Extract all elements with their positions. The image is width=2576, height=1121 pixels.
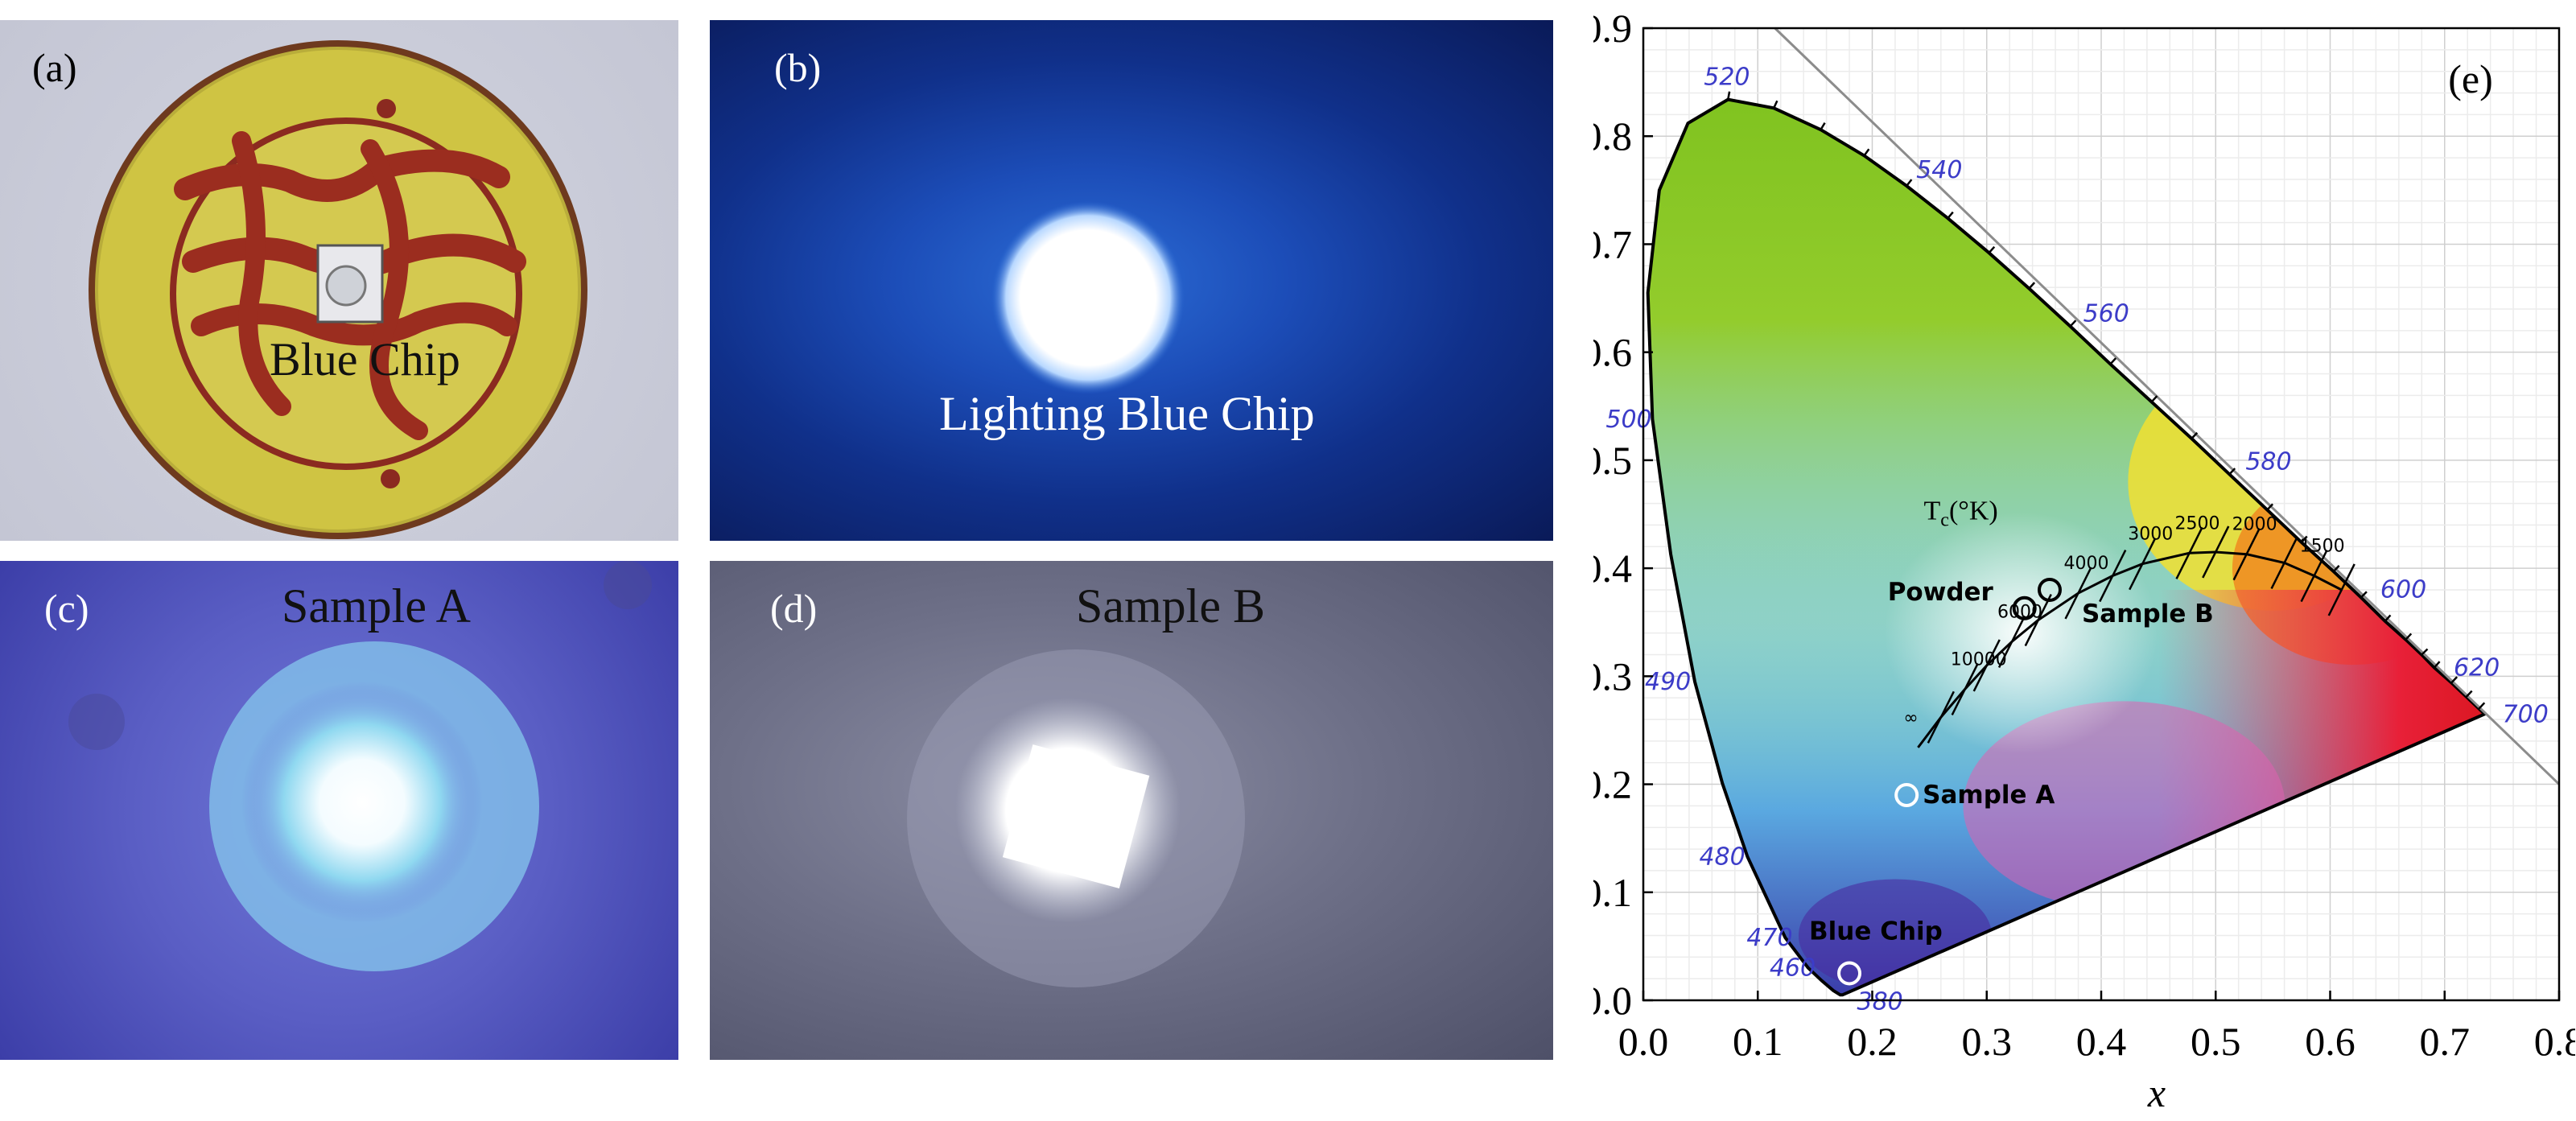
wavelength-label: 490 xyxy=(1645,668,1691,696)
panel-d-label: (d) xyxy=(770,586,818,631)
y-tick-label: 0.0 xyxy=(1593,978,1632,1023)
wavelength-label: 500 xyxy=(1605,406,1651,434)
data-point xyxy=(2012,596,2037,620)
wavelength-label: 470 xyxy=(1746,924,1792,952)
data-point xyxy=(1894,782,1919,807)
isotemp-line xyxy=(2232,528,2261,581)
wavelength-label: 540 xyxy=(1916,156,1962,184)
cct-axis-label: Tc(°K) xyxy=(1924,497,1998,531)
cct-label: 2000 xyxy=(2232,515,2277,535)
cct-label: 1500 xyxy=(2300,537,2345,557)
wavelength-label: 460 xyxy=(1770,954,1816,983)
wavelength-label: 600 xyxy=(2380,575,2426,604)
isotemp-line xyxy=(2175,526,2203,579)
university-seal-image xyxy=(89,40,587,539)
lit-chip-glow xyxy=(991,201,1185,394)
panel-a-label: (a) xyxy=(32,45,77,90)
isotemp-line xyxy=(2099,549,2127,603)
x-axis-label: x xyxy=(2147,1070,2166,1115)
x-tick-label: 0.6 xyxy=(2305,1019,2355,1064)
isotemp-line xyxy=(1927,690,1955,744)
wavelength-label: 480 xyxy=(1699,843,1745,871)
wavelength-label: 580 xyxy=(2245,447,2291,476)
cct-label: ∞ xyxy=(1903,708,1918,728)
isotemp-line xyxy=(2202,525,2230,579)
data-point xyxy=(1837,961,1862,986)
x-tick-label: 0.8 xyxy=(2534,1019,2575,1064)
x-tick-label: 0.3 xyxy=(1962,1019,2013,1064)
y-tick-label: 0.3 xyxy=(1593,653,1632,699)
isotemp-line xyxy=(2270,536,2298,589)
panel-d-photo: (d) Sample B xyxy=(710,561,1553,1060)
measured-points: Blue Chip Sample A Powder Sample B xyxy=(1809,577,2214,986)
wavelength-label: 620 xyxy=(2454,654,2500,682)
y-tick-label: 0.7 xyxy=(1593,221,1632,266)
panel-c-caption: Sample A xyxy=(282,579,471,633)
point-label: Sample A xyxy=(1923,781,2055,810)
y-tick-label: 0.2 xyxy=(1593,762,1632,807)
axis-tick-labels: 0.0 0.1 0.2 0.3 0.4 0.5 0.6 0.7 0.8 0.0 0.1 0.2 0.3 0… xyxy=(1593,6,2575,1064)
cct-label: 10000 xyxy=(1951,649,2007,670)
point-label: Blue Chip xyxy=(1809,917,1943,946)
x-tick-label: 0.2 xyxy=(1847,1019,1898,1064)
panel-a-photo: (a) Blue Chip xyxy=(0,20,678,541)
wavelength-label: 520 xyxy=(1704,64,1750,92)
point-label: Sample B xyxy=(2082,600,2214,629)
sample-b-led-glow xyxy=(907,649,1245,987)
x-tick-label: 0.7 xyxy=(2420,1019,2471,1064)
panel-c-label: (c) xyxy=(44,586,89,631)
isotemp-line xyxy=(2300,549,2328,603)
panel-e-label: (e) xyxy=(2448,56,2493,101)
panel-d-caption: Sample B xyxy=(1076,579,1265,633)
y-tick-label: 0.1 xyxy=(1593,870,1632,915)
spectral-locus-ticks xyxy=(1727,91,2486,710)
isotemp-line xyxy=(2024,593,2052,647)
wavelength-label: 700 xyxy=(2503,700,2549,728)
isotemp-line xyxy=(1997,615,2026,668)
isotemp-line xyxy=(1972,639,2001,692)
x-tick-label: 0.1 xyxy=(1733,1019,1783,1064)
wavelength-label: 380 xyxy=(1857,987,1903,1016)
cct-label: 2500 xyxy=(2175,513,2220,534)
point-label: Powder xyxy=(1888,578,1994,607)
x-tick-label: 0.5 xyxy=(2191,1019,2241,1064)
panel-b-photo: (b) Lighting Blue Chip xyxy=(710,20,1553,541)
isotemp-line xyxy=(2129,538,2157,591)
cie-chromaticity-chart: 380460470480490500520540560580600620700 … xyxy=(1593,6,2575,1115)
chart-axes xyxy=(1642,27,2561,1002)
sample-a-led-glow xyxy=(68,561,652,971)
panel-b-label: (b) xyxy=(774,45,822,90)
isotemp-line xyxy=(1951,662,1979,715)
cct-label: 4000 xyxy=(2064,554,2109,574)
x-tick-label: 0.0 xyxy=(1618,1019,1669,1064)
panel-c-photo: (c) Sample A xyxy=(0,561,678,1060)
y-tick-label: 0.9 xyxy=(1593,6,1632,51)
cct-label: 3000 xyxy=(2128,525,2173,545)
panel-b-caption: Lighting Blue Chip xyxy=(939,387,1315,440)
x-tick-label: 0.4 xyxy=(2076,1019,2127,1064)
isotemp-line xyxy=(2327,563,2355,616)
isotemp-line xyxy=(2064,567,2092,620)
y-tick-label: 0.4 xyxy=(1593,546,1632,591)
y-tick-label: 0.8 xyxy=(1593,113,1632,159)
y-tick-label: 0.5 xyxy=(1593,438,1632,483)
y-tick-label: 0.6 xyxy=(1593,330,1632,375)
wavelength-label: 560 xyxy=(2083,299,2129,328)
spectral-locus xyxy=(1646,97,2488,997)
data-point xyxy=(2037,577,2062,602)
diagonal-line xyxy=(1774,27,2561,785)
panel-a-caption: Blue Chip xyxy=(270,333,460,385)
